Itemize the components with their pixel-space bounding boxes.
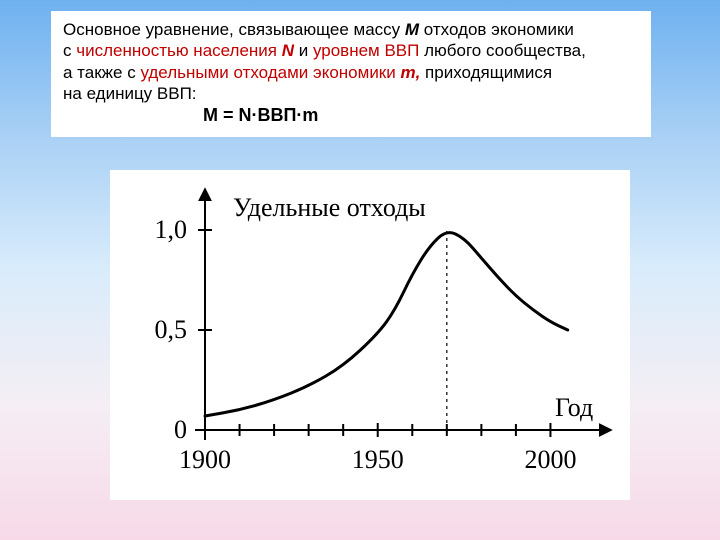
- svg-text:0: 0: [174, 415, 187, 444]
- specific-waste-chart: 0 0,5 1,0 1900 1950 2000 Удельные отходы Год: [110, 170, 630, 500]
- hl-specific-waste: удельными отходами экономики: [140, 63, 400, 82]
- svg-text:0,5: 0,5: [155, 315, 188, 344]
- txt: а также с: [63, 63, 140, 82]
- txt: с: [63, 41, 76, 60]
- text-line-4: на единицу ВВП:: [63, 83, 639, 104]
- hl-population: численностью населения: [76, 41, 282, 60]
- var-N: N: [282, 41, 294, 60]
- svg-text:Удельные отходы: Удельные отходы: [233, 193, 426, 222]
- chart-svg: 0 0,5 1,0 1900 1950 2000 Удельные отходы Год: [110, 170, 630, 500]
- svg-text:Год: Год: [555, 393, 593, 422]
- svg-text:1900: 1900: [179, 445, 231, 474]
- var-M: М: [405, 20, 419, 39]
- svg-text:1950: 1950: [352, 445, 404, 474]
- text-line-1: Основное уравнение, связывающее массу М …: [63, 19, 639, 40]
- equation-text-box: Основное уравнение, связывающее массу М …: [51, 11, 651, 137]
- txt: любого сообщества,: [419, 41, 585, 60]
- hl-gdp: уровнем ВВП: [313, 41, 419, 60]
- text-line-3: а также с удельными отходами экономики m…: [63, 62, 639, 83]
- text-line-2: с численностью населения N и уровнем ВВП…: [63, 40, 639, 61]
- txt: и: [294, 41, 313, 60]
- equation: М = N·ВВП·m: [63, 104, 639, 127]
- svg-text:2000: 2000: [524, 445, 576, 474]
- txt: отходов экономики: [419, 20, 574, 39]
- svg-text:1,0: 1,0: [155, 215, 188, 244]
- var-m: m,: [400, 63, 425, 82]
- txt: Основное уравнение, связывающее массу: [63, 20, 405, 39]
- txt: приходящимися: [425, 63, 552, 82]
